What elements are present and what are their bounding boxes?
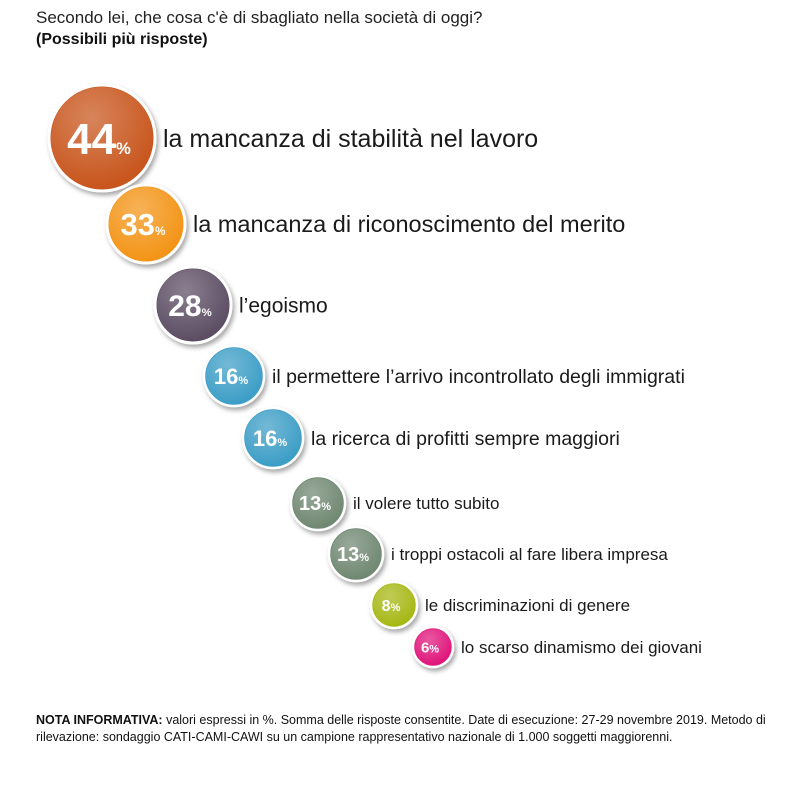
bubble-highlight: [157, 269, 229, 341]
bubble-value: 8%: [382, 598, 401, 615]
bubble-value: 28%: [168, 290, 212, 323]
bubble-highlight: [51, 87, 153, 189]
bubble-label: la ricerca di profitti sempre maggiori: [311, 428, 620, 450]
chart-title: Secondo lei, che cosa c'è di sbagliato n…: [36, 8, 483, 27]
bubble-value: 16%: [253, 426, 287, 451]
bubble-label: la mancanza di riconoscimento del merito: [193, 211, 625, 237]
bubble-label: i troppi ostacoli al fare libera impresa: [391, 545, 668, 564]
bubble-highlight: [373, 584, 415, 626]
informative-note: NOTA INFORMATIVA: valori espressi in %. …: [36, 712, 776, 746]
bubble-label: l’egoismo: [239, 294, 328, 317]
bubble-item: 8% le discriminazioni di genere: [369, 580, 630, 630]
note-label: NOTA INFORMATIVA:: [36, 713, 163, 727]
bubble-label: il permettere l’arrivo incontrollato deg…: [272, 366, 685, 388]
bubble-highlight: [293, 478, 343, 528]
bubble-value: 13%: [299, 493, 331, 515]
bubble-value: 13%: [337, 544, 369, 566]
bubble-chart: 44% la mancanza di stabilità nel lavoro 33…: [47, 83, 702, 669]
bubble-highlight: [415, 629, 451, 665]
bubble-item: 13% i troppi ostacoli al fare libera impr…: [327, 525, 668, 583]
bubble-value: 44%: [67, 115, 131, 164]
bubble-item: 16% la ricerca di profitti sempre maggior…: [241, 406, 620, 470]
bubble-highlight: [206, 348, 262, 404]
bubble-value: 6%: [421, 639, 439, 656]
bubble-item: 33% la mancanza di riconoscimento del mer…: [105, 183, 625, 265]
bubble-item: 44% la mancanza di stabilità nel lavoro: [47, 83, 538, 193]
bubble-highlight: [331, 529, 381, 579]
bubble-item: 28% l’egoismo: [153, 265, 328, 345]
bubble-item: 16% il permettere l’arrivo incontrollato …: [202, 344, 685, 408]
bubble-label: la mancanza di stabilità nel lavoro: [163, 125, 538, 153]
bubble-label: lo scarso dinamismo dei giovani: [461, 638, 702, 657]
bubble-item: 13% il volere tutto subito: [289, 474, 499, 532]
bubble-item: 6% lo scarso dinamismo dei giovani: [411, 625, 702, 669]
bubble-highlight: [245, 410, 301, 466]
bubble-value: 33%: [121, 207, 166, 242]
bubble-label: il volere tutto subito: [353, 494, 499, 513]
note-text: valori espressi in %. Somma delle rispos…: [36, 713, 766, 744]
bubble-value: 16%: [214, 364, 248, 389]
chart-subtitle: (Possibili più risposte): [36, 31, 208, 48]
bubble-label: le discriminazioni di genere: [425, 596, 630, 615]
bubble-highlight: [109, 187, 183, 261]
